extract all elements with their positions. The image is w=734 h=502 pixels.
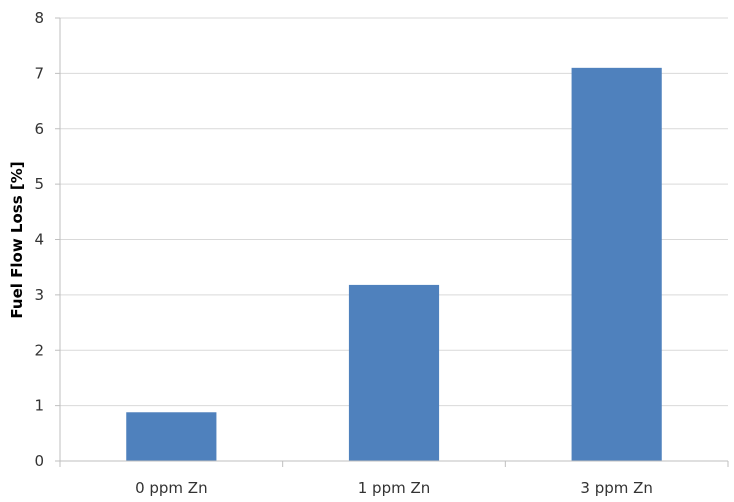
bars [126, 67, 662, 462]
y-tick-label-1: 1 [34, 397, 44, 415]
x-tick-label-1: 0 ppm Zn [135, 479, 208, 497]
y-tick-label-4: 4 [34, 231, 44, 249]
y-tick-label-3: 3 [34, 286, 44, 304]
axes [55, 17, 729, 467]
y-tick-label-8: 8 [34, 9, 44, 27]
y-tick-label-7: 7 [34, 64, 44, 82]
x-tick-label-3: 3 ppm Zn [580, 479, 653, 497]
y-tick-label-6: 6 [34, 120, 44, 138]
x-tick-label-2: 1 ppm Zn [358, 479, 431, 497]
y-tick-label-0: 0 [34, 452, 44, 470]
y-axis-title: Fuel Flow Loss [%] [8, 161, 26, 318]
bar-3 [571, 67, 662, 462]
tick-labels: 0 1 2 3 4 5 6 7 8 0 ppm Zn 1 ppm Zn 3 ppm Zn [34, 9, 652, 497]
bar-2 [348, 284, 440, 461]
y-tick-label-2: 2 [34, 341, 44, 359]
bar-1 [126, 412, 217, 461]
y-tick-label-5: 5 [34, 175, 44, 193]
